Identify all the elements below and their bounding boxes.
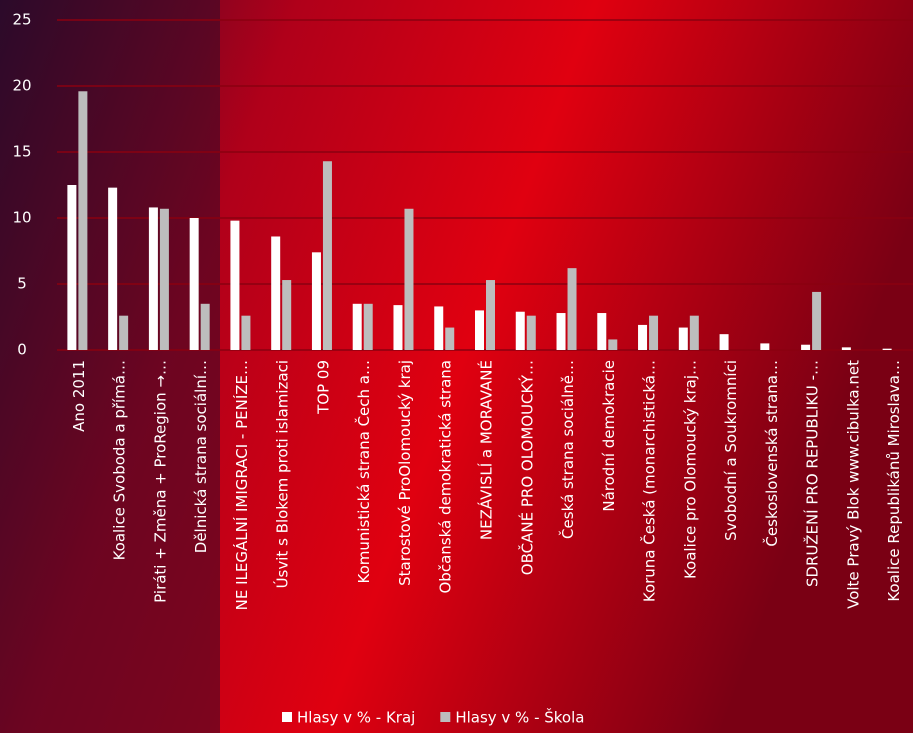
bar [608, 339, 618, 350]
x-tick-label: Piráti + Změna + ProRegion →… [151, 360, 169, 603]
bar [445, 327, 455, 350]
bar [200, 303, 210, 350]
bar [67, 185, 77, 350]
bar [597, 313, 607, 350]
x-tick-label: OBČANÉ PRO OLOMOUCKÝ… [517, 360, 536, 575]
bar [526, 315, 536, 350]
photo-shade [0, 0, 220, 733]
bar [678, 327, 688, 350]
x-tick-label: Občanská demokratická strana [437, 360, 455, 594]
bar [841, 347, 851, 350]
bar [689, 315, 699, 350]
bar [241, 315, 251, 350]
y-tick-label: 5 [17, 275, 27, 293]
x-tick-label: TOP 09 [314, 360, 332, 415]
x-tick-label: Ano 2011 [70, 360, 88, 432]
bar [189, 218, 199, 350]
bar [434, 306, 444, 350]
x-tick-label: Svobodní a Soukromníci [722, 360, 740, 541]
bar [719, 334, 729, 350]
bar [404, 208, 414, 350]
y-tick-label: 10 [12, 209, 31, 227]
bar [515, 311, 525, 350]
bar [271, 236, 281, 350]
x-tick-label: Dělnická strana sociální… [192, 360, 210, 553]
legend-swatch [440, 712, 451, 722]
bar [230, 220, 240, 350]
bar [567, 268, 577, 350]
bar [475, 310, 484, 350]
x-tick-label: NEZÁVISLÍ a MORAVANÉ [477, 360, 496, 540]
bar [649, 315, 659, 350]
y-tick-label: 25 [12, 11, 31, 29]
bar [393, 305, 403, 350]
legend-label: Hlasy v % - Kraj [297, 709, 415, 727]
bar [352, 303, 362, 350]
x-tick-label: Starostové ProOlomoucký kraj [396, 360, 414, 586]
y-tick-label: 20 [12, 77, 31, 95]
bar [108, 187, 118, 350]
x-tick-label: Koalice Republikánů Miroslava… [885, 360, 903, 602]
x-tick-label: Koalice pro Olomoucký kraj… [681, 360, 699, 579]
x-tick-label: Koruna Česká (monarchistická… [640, 360, 659, 602]
bar [363, 303, 373, 350]
bar [311, 252, 321, 350]
bar [638, 324, 648, 350]
bar [882, 348, 892, 350]
bar [322, 161, 332, 350]
x-tick-label: Národní demokracie [600, 360, 618, 512]
legend-label: Hlasy v % - Škola [455, 708, 584, 727]
bar [760, 343, 770, 350]
x-tick-label: Československá strana… [762, 360, 781, 547]
x-tick-label: Komunistická strana Čech a… [354, 360, 373, 584]
x-tick-label: NE ILEGÁLNÍ IMIGRACI - PENÍZE… [232, 360, 251, 610]
bar [801, 344, 811, 350]
x-tick-label: Koalice Svoboda a přímá… [111, 360, 129, 560]
bar [812, 291, 822, 350]
bar [119, 315, 129, 350]
bar [148, 207, 158, 350]
x-tick-label: Úsvit s Blokem proti islamizaci [273, 360, 292, 588]
bar [159, 208, 169, 350]
y-tick-label: 15 [12, 143, 31, 161]
bar [486, 280, 495, 350]
x-tick-label: Česká strana sociálně… [558, 360, 577, 539]
bar [78, 91, 88, 350]
x-tick-label: Volte Pravý Blok www.cibulka.net [844, 360, 862, 609]
bar [556, 313, 566, 350]
legend-swatch [282, 712, 292, 722]
legend: Hlasy v % - Kraj Hlasy v % - Škola [282, 708, 584, 727]
bar [282, 280, 292, 350]
x-tick-label: SDRUŽENÍ PRO REPUBLIKU -… [803, 360, 822, 587]
y-tick-label: 0 [17, 341, 27, 359]
